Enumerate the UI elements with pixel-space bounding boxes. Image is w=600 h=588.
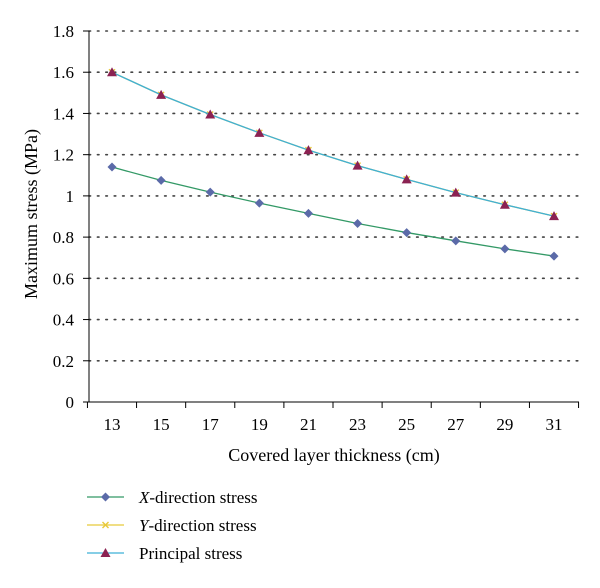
legend-label-italic: X: [138, 488, 150, 507]
legend-item: Principal stress: [87, 544, 242, 563]
x-tick-label: 13: [104, 415, 121, 434]
series-group: [107, 67, 559, 261]
y-axis-title: Maximum stress (MPa): [21, 129, 42, 299]
series-3: [107, 67, 559, 221]
marker-diamond: [402, 228, 412, 238]
marker-triangle: [499, 199, 510, 209]
x-tick-label: 19: [251, 415, 268, 434]
x-tick-label: 27: [447, 415, 465, 434]
marker-triangle: [352, 160, 363, 170]
marker-diamond: [254, 198, 264, 208]
marker-diamond: [353, 219, 363, 229]
marker-triangle: [156, 89, 167, 99]
marker-triangle: [549, 211, 559, 221]
marker-triangle: [401, 174, 412, 184]
y-tick-label: 1.8: [53, 22, 74, 41]
marker-diamond: [205, 187, 215, 197]
legend-label-text: -direction stress: [149, 488, 257, 507]
gridlines: [88, 30, 580, 362]
y-tick-label: 0.2: [53, 352, 74, 371]
marker-diamond: [101, 492, 110, 502]
x-tick-label: 17: [202, 415, 220, 434]
series-line: [111, 71, 555, 217]
legend-label: Principal stress: [139, 544, 242, 563]
legend-item: X-direction stress: [87, 488, 258, 507]
x-tick-label: 31: [546, 415, 563, 434]
legend-label-text: -direction stress: [148, 516, 256, 535]
legend-item: Y-direction stress: [87, 516, 257, 535]
y-tick-label: 0.6: [53, 269, 74, 288]
series-line: [111, 166, 555, 257]
marker-diamond: [549, 251, 559, 261]
y-tick-label: 1.2: [53, 146, 74, 165]
marker-triangle: [450, 187, 461, 197]
series-line: [111, 71, 555, 217]
x-tick-label: 29: [496, 415, 513, 434]
x-tick-labels: 13 15 17 19 21 23 25 27 29 31: [104, 415, 563, 434]
marker-triangle: [254, 127, 265, 137]
y-tick-label: 0.8: [53, 228, 74, 247]
axes: [83, 30, 580, 408]
marker-triangle: [205, 109, 216, 119]
marker-x: [102, 521, 109, 529]
marker-diamond: [303, 208, 313, 218]
marker-triangle: [107, 67, 117, 77]
x-tick-label: 25: [398, 415, 415, 434]
series-1: [107, 162, 559, 261]
legend-label-italic: Y: [139, 516, 150, 535]
y-tick-label: 0.4: [53, 311, 75, 330]
y-tick-label: 1.6: [53, 63, 74, 82]
marker-triangle: [303, 145, 314, 155]
y-tick-label: 1.4: [53, 104, 75, 123]
marker-diamond: [451, 236, 461, 246]
x-tick-label: 21: [300, 415, 317, 434]
marker-diamond: [500, 244, 510, 254]
x-axis-title: Covered layer thickness (cm): [228, 445, 439, 466]
y-tick-label: 0: [66, 393, 75, 412]
marker-triangle: [100, 548, 111, 557]
y-tick-labels: 0 0.2 0.4 0.6 0.8 1 1.2 1.4 1.6 1.8: [53, 22, 75, 412]
x-tick-label: 15: [153, 415, 170, 434]
y-tick-label: 1: [66, 187, 75, 206]
legend-label-text: Principal stress: [139, 544, 242, 563]
legend-label: X-direction stress: [138, 488, 258, 507]
marker-diamond: [156, 175, 166, 185]
marker-diamond: [107, 162, 117, 172]
legend-label: Y-direction stress: [139, 516, 257, 535]
marker-x-stroke: [102, 521, 109, 529]
x-tick-label: 23: [349, 415, 366, 434]
